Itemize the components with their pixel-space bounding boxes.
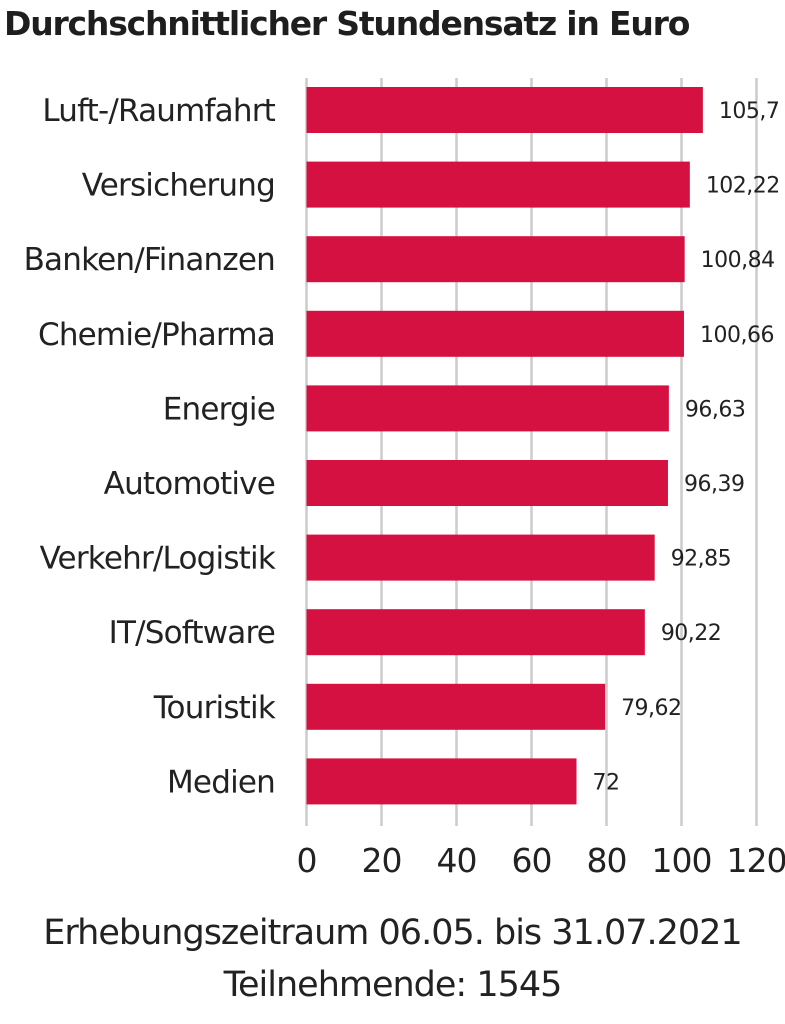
x-tick-label: 100 xyxy=(652,841,712,880)
data-label: 72 xyxy=(593,770,620,795)
bar xyxy=(306,87,703,133)
data-label: 96,63 xyxy=(685,397,745,422)
data-label: 100,66 xyxy=(700,323,774,348)
category-label: Automotive xyxy=(104,466,275,502)
bar xyxy=(306,161,690,208)
category-label: Versicherung xyxy=(82,168,275,204)
category-label: Banken/Finanzen xyxy=(24,242,275,278)
participant-count: Teilnehmende: 1545 xyxy=(223,965,563,1005)
x-tick-label: 0 xyxy=(297,841,317,880)
bar xyxy=(306,236,685,283)
x-tick-label: 20 xyxy=(362,841,402,880)
data-label: 90,22 xyxy=(661,621,721,646)
bar xyxy=(306,683,606,730)
x-tick-label: 40 xyxy=(437,841,477,880)
bar xyxy=(306,758,577,805)
category-label: Verkehr/Logistik xyxy=(40,541,276,577)
data-label: 105,7 xyxy=(719,99,779,124)
bar xyxy=(306,534,655,581)
x-tick-label: 60 xyxy=(512,841,552,880)
data-label: 102,22 xyxy=(706,174,780,199)
bar-chart: 0 20 40 60 80 100 120 Luft-/Raumfahrt 105,7 Versi… xyxy=(24,78,785,880)
category-label: Energie xyxy=(163,391,275,427)
chart-title: Durchschnittlicher Stundensatz in Euro xyxy=(4,4,690,43)
data-label: 96,39 xyxy=(684,472,744,497)
x-tick-label: 80 xyxy=(587,841,627,880)
data-label: 79,62 xyxy=(621,696,681,721)
category-label: Chemie/Pharma xyxy=(38,317,275,353)
bar xyxy=(306,460,668,506)
bar xyxy=(306,609,645,656)
survey-period: Erhebungszeitraum 06.05. bis 31.07.2021 xyxy=(43,913,742,953)
category-label: Luft-/Raumfahrt xyxy=(42,93,275,129)
x-tick-label: 120 xyxy=(727,841,785,880)
bar xyxy=(306,310,684,357)
category-label: IT/Software xyxy=(109,615,275,651)
data-label: 92,85 xyxy=(671,547,731,572)
bar xyxy=(306,385,669,432)
category-label: Medien xyxy=(167,764,275,800)
data-label: 100,84 xyxy=(701,248,775,273)
category-label: Touristik xyxy=(153,690,276,726)
